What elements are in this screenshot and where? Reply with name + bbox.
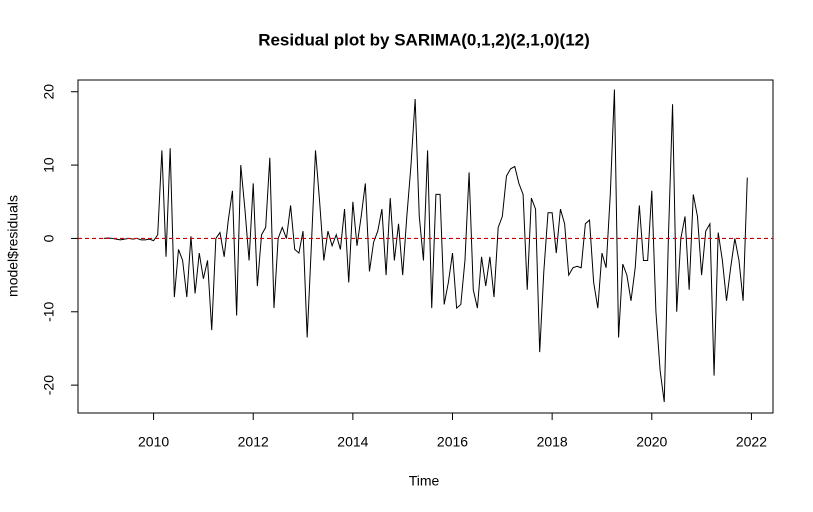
- x-tick-label: 2022: [736, 434, 767, 450]
- y-tick-label: -20: [41, 375, 57, 395]
- x-tick-label: 2016: [437, 434, 468, 450]
- y-tick-label: 10: [41, 157, 57, 173]
- x-tick-label: 2014: [337, 434, 368, 450]
- x-tick-label: 2010: [138, 434, 169, 450]
- chart-title: Residual plot by SARIMA(0,1,2)(2,1,0)(12…: [258, 30, 590, 49]
- x-tick-label: 2020: [636, 434, 667, 450]
- y-tick-label: -10: [41, 301, 57, 321]
- x-tick-label: 2018: [537, 434, 568, 450]
- y-axis-label: model$residuals: [5, 195, 21, 297]
- plot-frame: [77, 79, 774, 414]
- x-tick-label: 2012: [238, 434, 269, 450]
- y-tick-label: 0: [41, 234, 57, 242]
- residual-line: [103, 89, 748, 403]
- y-tick-label: 20: [41, 84, 57, 100]
- x-axis-label: Time: [409, 473, 440, 489]
